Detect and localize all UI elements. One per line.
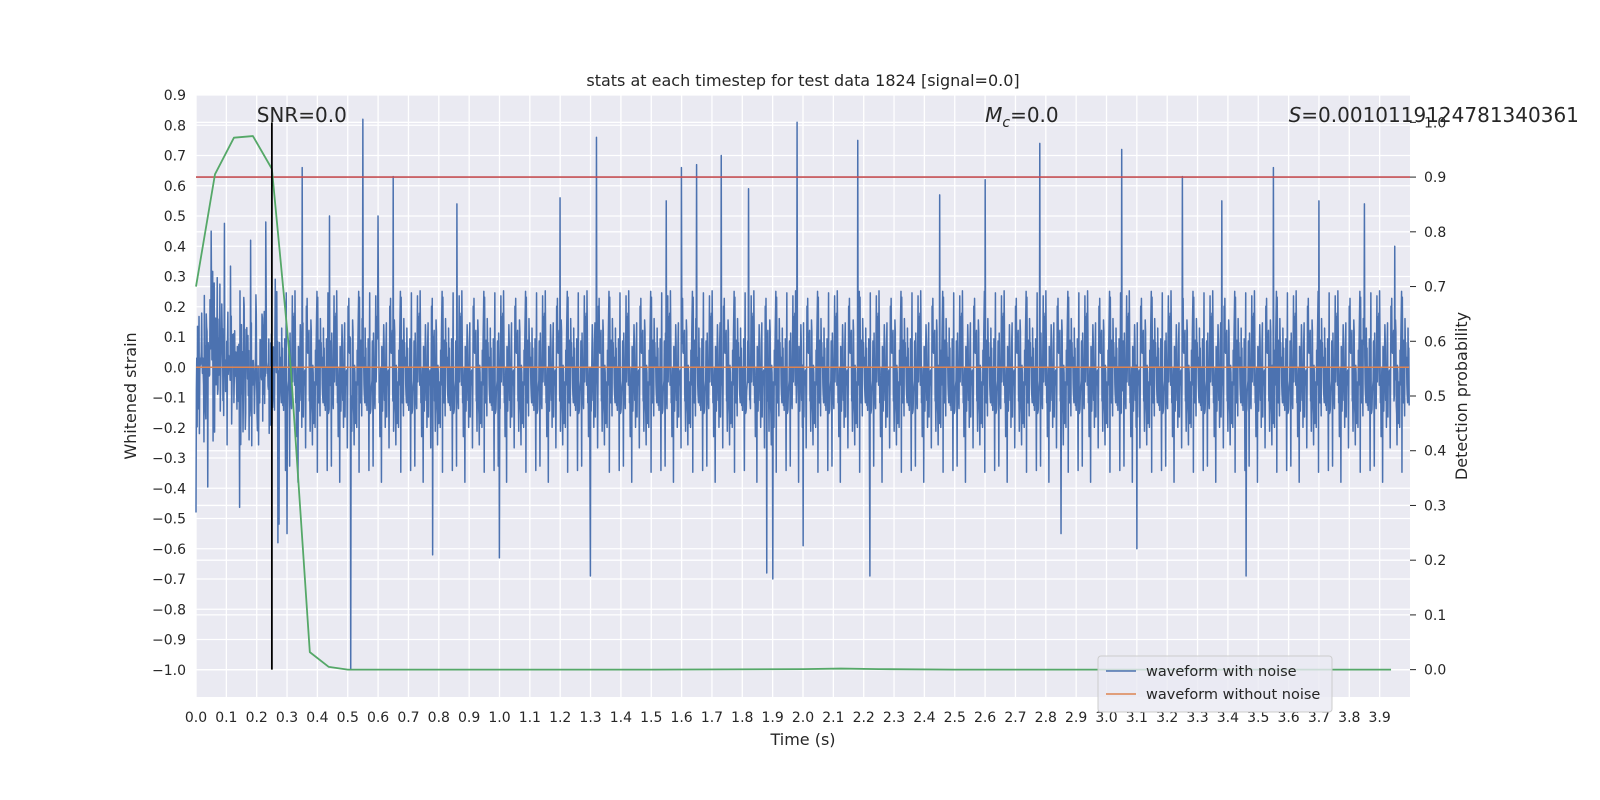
- x-tick-label: 0.3: [276, 710, 298, 726]
- chirp-mass-value: =0.0: [1010, 103, 1059, 127]
- y2-tick-label: 0.3: [1424, 498, 1446, 514]
- x-tick-label: 0.1: [215, 710, 237, 726]
- x-tick-label: 2.8: [1035, 710, 1057, 726]
- x-axis-title: Time (s): [769, 730, 835, 749]
- y-tick-label: −0.1: [152, 391, 186, 407]
- x-tick-label: 1.3: [579, 710, 601, 726]
- chart-title: stats at each timestep for test data 182…: [586, 71, 1019, 90]
- legend-label-with-noise: waveform with noise: [1146, 664, 1297, 680]
- y-tick-label: 0.4: [164, 239, 186, 255]
- x-tick-label: 0.7: [397, 710, 419, 726]
- y-tick-label: 0.9: [164, 88, 186, 104]
- x-tick-label: 2.4: [913, 710, 935, 726]
- x-tick-label: 2.7: [1004, 710, 1026, 726]
- y2-tick-label: 0.8: [1424, 225, 1446, 241]
- x-tick-label: 3.8: [1338, 710, 1360, 726]
- y-tick-label: 0.8: [164, 118, 186, 134]
- x-tick-label: 2.5: [944, 710, 966, 726]
- chirp-mass-annotation: Mc=0.0: [985, 103, 1059, 131]
- marks: [195, 118, 1410, 671]
- y-tick-label: −0.4: [152, 481, 186, 497]
- y-tick-label: −0.9: [152, 633, 186, 649]
- y2-tick-label: 0.2: [1424, 553, 1446, 569]
- y-tick-label: 0.5: [164, 209, 186, 225]
- x-tick-label: 3.0: [1095, 710, 1117, 726]
- y2-tick-label: 0.6: [1424, 334, 1446, 350]
- x-tick-label: 2.0: [792, 710, 814, 726]
- y-tick-label: 0.6: [164, 179, 186, 195]
- s-stat-symbol: S: [1289, 103, 1302, 127]
- y-tick-label: −0.2: [152, 421, 186, 437]
- x-tick-label: 0.6: [367, 710, 389, 726]
- y2-tick-label: 0.7: [1424, 280, 1446, 296]
- y-tick-label: −0.3: [152, 451, 186, 467]
- y-tick-label: −0.7: [152, 572, 186, 588]
- x-tick-label: 0.4: [306, 710, 328, 726]
- axes: 0.0 0.1 0.2 0.3 0.4 0.5 0.6 0.7 0.8 0.9 1.0 1.1 1.2 1…: [152, 88, 1446, 726]
- x-tick-label: 1.5: [640, 710, 662, 726]
- x-tick-label: 3.4: [1217, 710, 1239, 726]
- x-tick-label: 0.2: [246, 710, 268, 726]
- y-tick-label: 0.7: [164, 149, 186, 165]
- y2-tick-label: 0.1: [1424, 608, 1446, 624]
- y-tick-label: −1.0: [152, 663, 186, 679]
- x-tick-label: 1.6: [670, 710, 692, 726]
- x-tick-label: 3.5: [1247, 710, 1269, 726]
- y2-tick-label: 1.0: [1424, 115, 1446, 131]
- x-tick-label: 0.0: [185, 710, 207, 726]
- x-tick-label: 1.8: [731, 710, 753, 726]
- x-tick-label: 0.9: [458, 710, 480, 726]
- x-tick-label: 0.8: [428, 710, 450, 726]
- s-stat-value: =0.0010119124781340361: [1301, 103, 1579, 127]
- y-tick-label: −0.5: [152, 512, 186, 528]
- s-stat-annotation: S=0.0010119124781340361: [1289, 103, 1579, 127]
- snr-annotation: SNR=0.0: [257, 103, 347, 127]
- y-tick-label: −0.8: [152, 602, 186, 618]
- y2-tick-label: 0.9: [1424, 170, 1446, 186]
- x-tick-label: 2.1: [822, 710, 844, 726]
- x-tick-label: 1.4: [610, 710, 632, 726]
- x-tick-label: 3.3: [1186, 710, 1208, 726]
- annotations: SNR=0.0 Mc=0.0 S=0.0010119124781340361: [257, 103, 1579, 131]
- x-tick-label: 1.7: [701, 710, 723, 726]
- y-tick-label: 0.3: [164, 270, 186, 286]
- x-tick-label: 2.6: [974, 710, 996, 726]
- legend-label-without-noise: waveform without noise: [1146, 687, 1320, 703]
- series-detection-probability: [195, 135, 1392, 671]
- x-tick-label: 2.3: [883, 710, 905, 726]
- x-tick-label: 3.2: [1156, 710, 1178, 726]
- x-tick-label: 2.9: [1065, 710, 1087, 726]
- x-tick-label: 1.0: [488, 710, 510, 726]
- y2-axis-title: Detection probability: [1452, 312, 1471, 480]
- chirp-mass-symbol: M: [985, 103, 1002, 127]
- y2-tick-label: 0.5: [1424, 389, 1446, 405]
- legend: waveform with noise waveform without noi…: [1097, 655, 1333, 713]
- series-waveform-with-noise: [195, 118, 1410, 671]
- x-tick-label: 3.1: [1126, 710, 1148, 726]
- x-tick-label: 2.2: [853, 710, 875, 726]
- y-tick-label: 0.0: [164, 360, 186, 376]
- y2-tick-label: 0.4: [1424, 444, 1446, 460]
- y-tick-label: 0.2: [164, 300, 186, 316]
- y-tick-label: −0.6: [152, 542, 186, 558]
- x-tick-label: 3.7: [1308, 710, 1330, 726]
- legend-box: [1097, 655, 1333, 713]
- x-tick-label: 1.2: [549, 710, 571, 726]
- x-tick-label: 3.9: [1369, 710, 1391, 726]
- y2-tick-label: 0.0: [1424, 663, 1446, 679]
- y-tick-label: 0.1: [164, 330, 186, 346]
- x-tick-label: 0.5: [337, 710, 359, 726]
- x-tick-label: 3.6: [1277, 710, 1299, 726]
- y-axis-title: Whitened strain: [121, 332, 140, 459]
- x-tick-label: 1.1: [519, 710, 541, 726]
- x-tick-label: 1.9: [762, 710, 784, 726]
- chirp-mass-subscript: c: [1002, 115, 1010, 131]
